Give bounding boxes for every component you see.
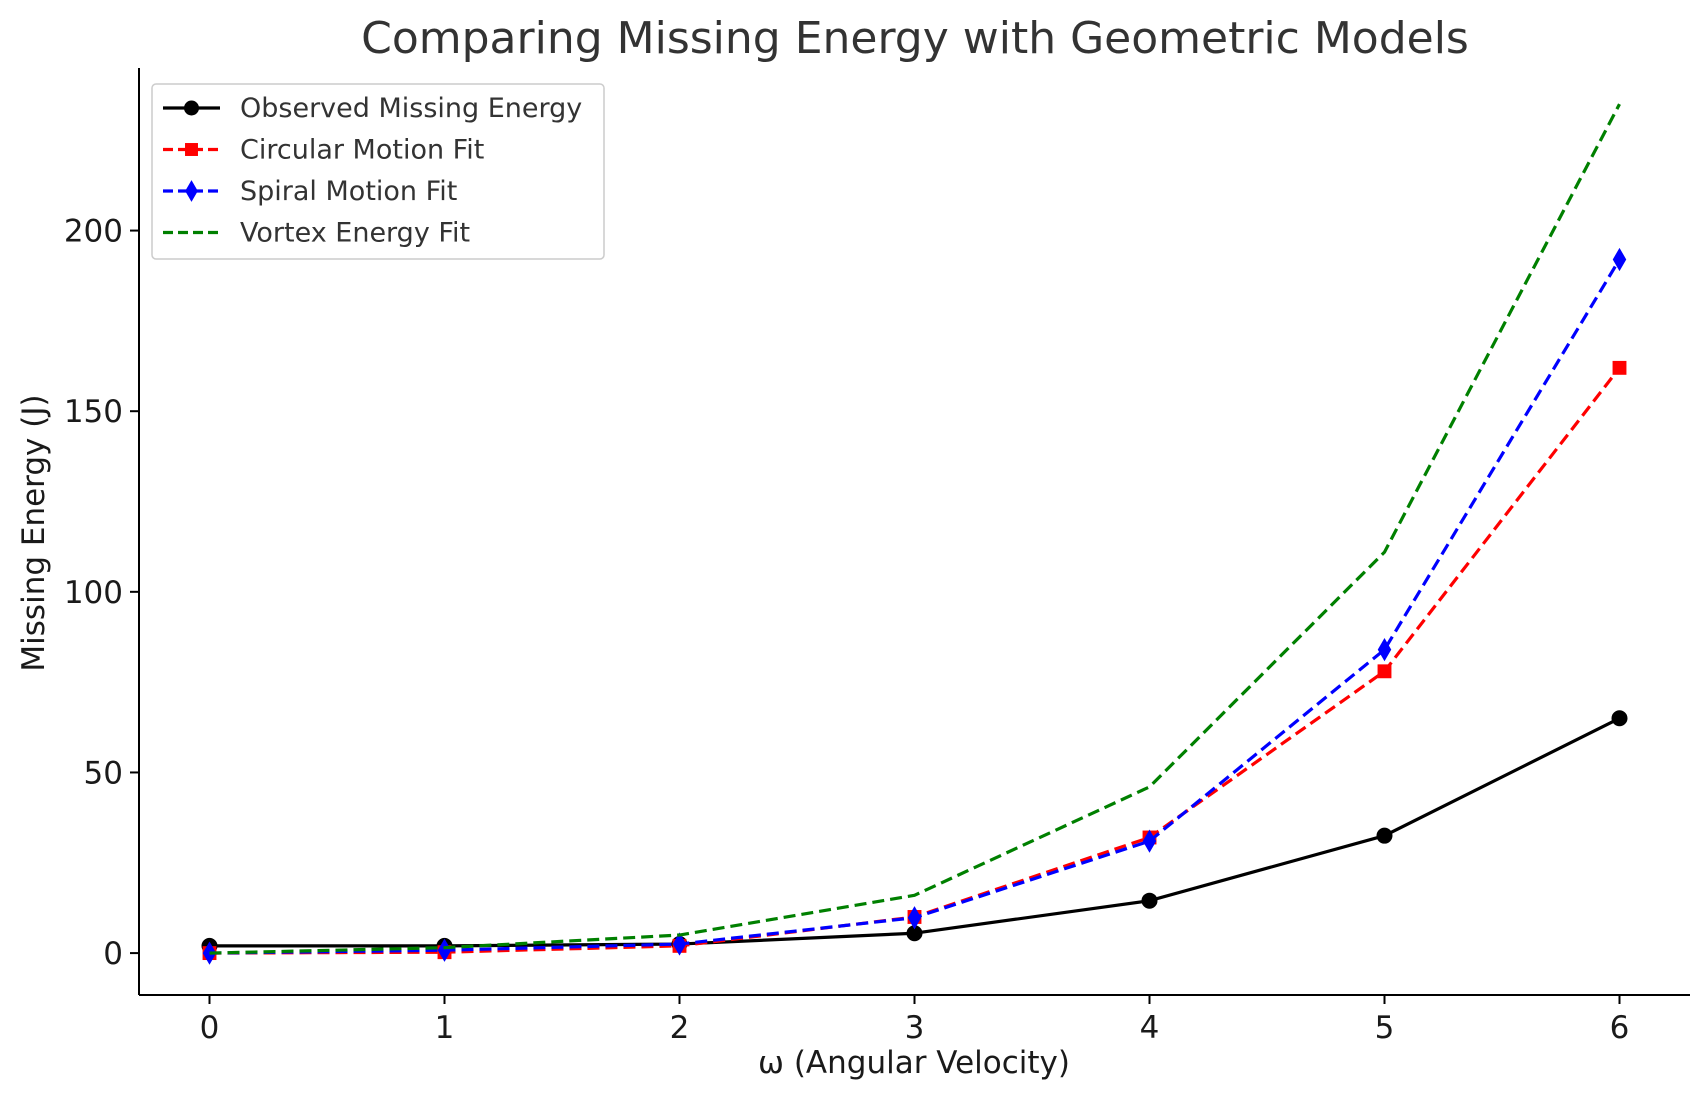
legend-marker [184, 100, 199, 116]
data-point [1376, 827, 1393, 844]
series-layer [201, 103, 1628, 965]
legend-marker [185, 180, 198, 202]
legend-item: Observed Missing Energy [163, 93, 582, 124]
chart-title: Comparing Missing Energy with Geometric … [361, 13, 1469, 64]
data-point [1377, 638, 1392, 662]
y-tick-label: 0 [103, 936, 123, 972]
x-tick-label: 6 [1610, 1010, 1630, 1046]
legend-label: Vortex Energy Fit [240, 218, 470, 249]
x-tick-label: 4 [1140, 1010, 1160, 1046]
data-point [437, 938, 452, 962]
series-spiral-motion-fit [202, 247, 1627, 965]
x-tick-label: 3 [905, 1010, 925, 1046]
plot-area [201, 103, 1628, 965]
x-tick-label: 2 [670, 1010, 690, 1046]
y-tick-label: 100 [64, 575, 123, 611]
x-axis-label: ω (Angular Velocity) [758, 1045, 1070, 1081]
legend-label: Circular Motion Fit [240, 135, 484, 166]
data-point [1612, 247, 1627, 272]
data-point [672, 932, 687, 956]
data-point [1611, 710, 1628, 727]
y-axis-ticks: 0 50 100 150 200 [64, 214, 139, 972]
y-axis-label: Missing Energy (J) [16, 394, 52, 671]
x-tick-label: 1 [435, 1010, 455, 1046]
legend-item: Vortex Energy Fit [163, 218, 470, 249]
legend-label: Observed Missing Energy [240, 93, 582, 124]
legend-item: Circular Motion Fit [163, 135, 484, 166]
y-tick-label: 200 [64, 214, 123, 250]
data-point [1377, 664, 1392, 679]
y-tick-label: 50 [84, 755, 123, 791]
legend-label: Spiral Motion Fit [240, 176, 457, 207]
x-tick-label: 5 [1375, 1010, 1395, 1046]
y-tick-label: 150 [64, 394, 123, 430]
x-tick-label: 0 [200, 1010, 220, 1046]
legend-frame [151, 83, 605, 260]
data-point [907, 906, 922, 930]
data-point [1141, 892, 1158, 909]
series-vortex-energy-fit [209, 103, 1621, 955]
legend-item: Spiral Motion Fit [163, 176, 457, 207]
data-point [1142, 829, 1157, 853]
x-axis-ticks: 0 1 2 3 4 5 6 [200, 995, 1630, 1046]
legend-items: Observed Missing Energy Circular Motion F… [163, 93, 582, 249]
legend-marker [185, 143, 198, 156]
legend: Observed Missing Energy Circular Motion F… [151, 83, 605, 260]
series-line [209, 103, 1621, 955]
data-point [1612, 360, 1627, 375]
